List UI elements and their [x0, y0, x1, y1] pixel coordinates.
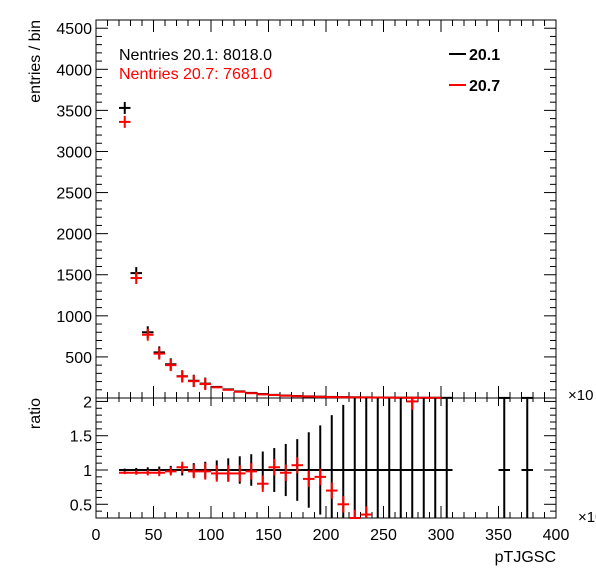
main-y-tick-label: 2500: [56, 186, 92, 203]
ratio-y-tick-label: 2: [83, 394, 92, 411]
annotation-nentries-20-7: Nentries 20.7: 7681.0: [119, 66, 272, 83]
x-axis-title: pTJGSC: [495, 549, 556, 566]
x-tick-label: 400: [543, 527, 570, 544]
x-tick-label: 250: [370, 527, 397, 544]
x-tick-label: 300: [428, 527, 455, 544]
main-y-axis: 500 1000 1500 2000 2500 3000 3500 4000 4500: [56, 20, 557, 398]
x-tick-label: 0: [92, 527, 101, 544]
x-tick-label: 350: [485, 527, 512, 544]
ratio-panel-frame: [95, 397, 557, 519]
main-y-tick-label: 1000: [56, 309, 92, 326]
main-y-tick-label: 3000: [56, 144, 92, 161]
ratio-axis-multiplier: ×10: [578, 509, 596, 526]
main-y-tick-label: 500: [65, 350, 92, 367]
annotation-nentries-20-1: Nentries 20.1: 8018.0: [119, 47, 272, 64]
x-tick-label: 200: [313, 527, 340, 544]
legend-label-20-7: 20.7: [469, 78, 500, 95]
legend-label-20-1: 20.1: [469, 47, 500, 64]
main-y-tick-label: 4000: [56, 62, 92, 79]
x-tick-label: 150: [255, 527, 282, 544]
main-y-tick-label: 2000: [56, 227, 92, 244]
main-y-axis-title: entries / bin: [27, 20, 44, 103]
ratio-y-tick-label: 0.5: [70, 497, 92, 514]
ratio-y-tick-label: 1.5: [70, 429, 92, 446]
ratio-y-axis-title: ratio: [27, 398, 44, 429]
main-y-tick-label: 4500: [56, 21, 92, 38]
main-axis-multiplier: ×10: [568, 387, 593, 404]
x-tick-label: 100: [198, 527, 225, 544]
ratio-y-tick-label: 1: [83, 463, 92, 480]
main-series-points: [119, 101, 533, 399]
main-y-tick-label: 1500: [56, 268, 92, 285]
ratio-axes: 0.5 1 1.5 2 0 50 100 150 200 250 300 350 400: [70, 394, 570, 544]
legend: 20.1 20.7: [449, 47, 500, 95]
main-y-tick-label: 3500: [56, 103, 92, 120]
x-tick-label: 50: [145, 527, 163, 544]
ratio-series-points: [119, 398, 533, 519]
